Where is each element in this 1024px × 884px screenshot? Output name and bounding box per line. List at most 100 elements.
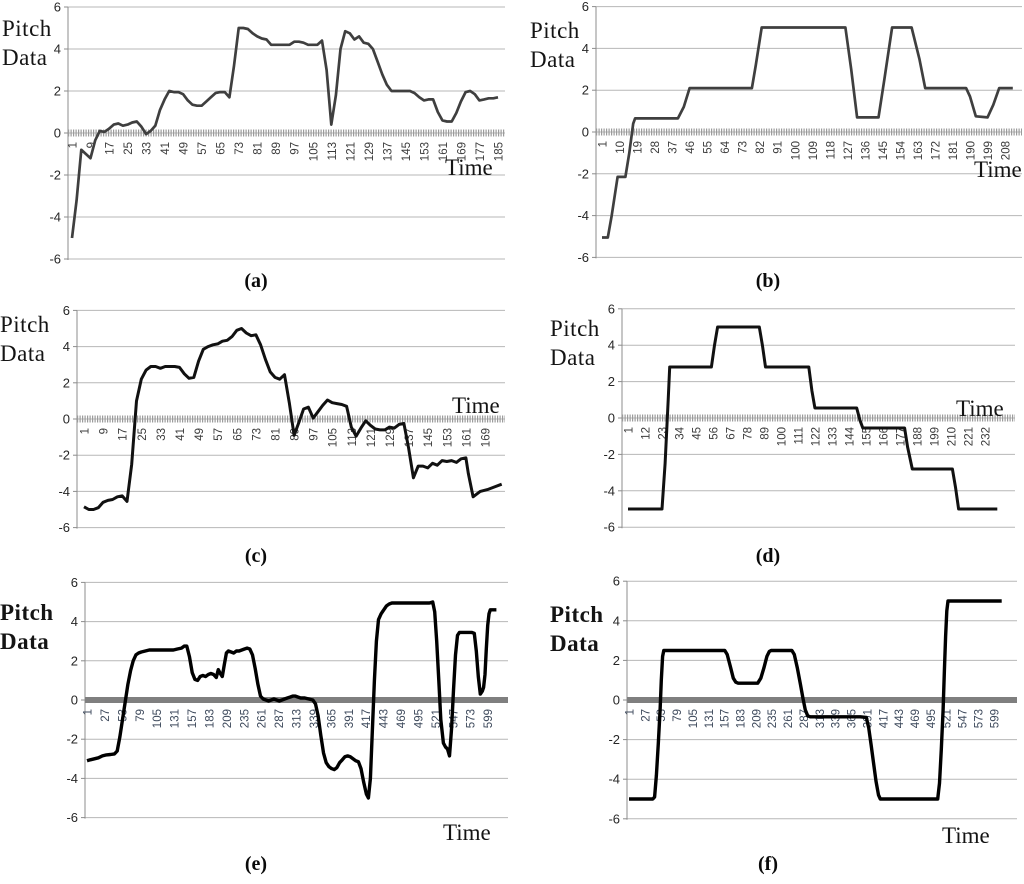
svg-text:261: 261: [257, 709, 269, 728]
svg-text:97: 97: [290, 142, 302, 155]
svg-text:1: 1: [625, 709, 637, 715]
svg-text:232: 232: [980, 427, 992, 446]
svg-text:129: 129: [364, 142, 376, 161]
svg-text:-4: -4: [608, 772, 620, 787]
x-axis-title: Time: [452, 393, 500, 418]
x-axis-title: Time: [956, 396, 1004, 421]
svg-text:365: 365: [847, 709, 859, 728]
y-axis-title: Pitch Data: [2, 14, 52, 72]
svg-text:81: 81: [270, 428, 282, 441]
svg-text:19: 19: [633, 141, 645, 154]
svg-text:188: 188: [912, 427, 924, 446]
y-axis-title-line2: Data: [550, 345, 596, 370]
svg-text:155: 155: [861, 427, 873, 446]
svg-text:183: 183: [204, 709, 216, 728]
svg-text:0: 0: [71, 693, 78, 708]
svg-text:73: 73: [251, 428, 263, 441]
svg-text:161: 161: [438, 142, 450, 161]
svg-text:4: 4: [608, 338, 615, 353]
svg-text:2: 2: [582, 83, 589, 98]
svg-text:190: 190: [965, 141, 977, 160]
svg-text:221: 221: [963, 427, 975, 446]
svg-text:365: 365: [326, 709, 338, 728]
svg-text:10: 10: [615, 141, 627, 154]
svg-text:37: 37: [668, 141, 680, 154]
svg-text:105: 105: [688, 709, 700, 728]
svg-text:121: 121: [366, 428, 378, 447]
svg-text:177: 177: [475, 142, 487, 161]
svg-text:129: 129: [385, 428, 397, 447]
svg-text:46: 46: [685, 141, 697, 154]
svg-text:57: 57: [213, 428, 225, 441]
svg-text:4: 4: [54, 42, 61, 57]
caption-b: (b): [755, 270, 781, 292]
svg-text:65: 65: [216, 142, 228, 155]
svg-text:-6: -6: [577, 250, 589, 265]
svg-text:113: 113: [327, 142, 339, 160]
svg-text:199: 199: [929, 427, 941, 446]
y-axis-title-line2: Data: [530, 47, 576, 72]
svg-text:157: 157: [720, 709, 732, 728]
svg-text:6: 6: [54, 0, 61, 15]
svg-text:4: 4: [613, 613, 620, 628]
svg-text:391: 391: [862, 709, 874, 728]
svg-text:417: 417: [878, 709, 890, 728]
svg-text:100: 100: [790, 141, 802, 160]
svg-text:9: 9: [99, 428, 111, 434]
svg-text:-2: -2: [49, 168, 61, 183]
svg-text:27: 27: [640, 709, 652, 722]
svg-text:67: 67: [725, 427, 737, 440]
svg-text:89: 89: [759, 427, 771, 440]
svg-text:208: 208: [1001, 141, 1013, 160]
y-axis-title-line1: Pitch: [530, 18, 580, 43]
svg-text:6: 6: [63, 303, 70, 318]
svg-text:1: 1: [598, 141, 610, 147]
svg-text:154: 154: [895, 140, 907, 160]
svg-text:17: 17: [118, 428, 130, 441]
svg-text:6: 6: [71, 575, 78, 590]
svg-text:109: 109: [808, 141, 820, 160]
caption-c: (c): [244, 545, 268, 567]
svg-text:6: 6: [613, 574, 620, 589]
plot-area-a: 6 4 2 0 -2 -4 -6 1 9 17 25 33 41 49 57 65 73 81 89 97 105 113…: [49, 0, 505, 267]
svg-text:-4: -4: [577, 208, 589, 223]
caption-d: (d): [755, 545, 781, 567]
svg-text:599: 599: [483, 709, 495, 728]
svg-text:209: 209: [222, 709, 234, 728]
svg-text:443: 443: [894, 709, 906, 728]
svg-text:199: 199: [983, 141, 995, 160]
svg-text:41: 41: [175, 428, 187, 441]
svg-text:49: 49: [179, 142, 191, 155]
svg-text:1: 1: [80, 428, 92, 434]
chart-panel-d: 6 4 2 0 -2 -4 -6 1 12 23 34 45 56 67 78 89 100 111 122 133 1…: [512, 300, 1024, 570]
svg-text:65: 65: [232, 428, 244, 441]
svg-text:391: 391: [344, 709, 356, 728]
y-axis-title: Pitch Data: [0, 598, 54, 656]
svg-text:-6: -6: [603, 520, 615, 535]
svg-text:181: 181: [948, 141, 960, 160]
svg-text:2: 2: [71, 653, 78, 668]
svg-text:79: 79: [135, 709, 147, 722]
svg-text:2: 2: [608, 374, 615, 389]
svg-text:573: 573: [973, 709, 985, 728]
svg-text:136: 136: [860, 141, 872, 160]
svg-text:-6: -6: [58, 520, 70, 535]
y-axis-title-line1: Pitch: [0, 600, 54, 625]
svg-text:-6: -6: [608, 811, 620, 826]
svg-text:25: 25: [123, 142, 135, 155]
svg-text:145: 145: [401, 142, 413, 161]
svg-text:0: 0: [613, 693, 620, 708]
svg-text:28: 28: [650, 141, 662, 154]
svg-text:0: 0: [63, 412, 70, 427]
svg-text:145: 145: [878, 141, 890, 160]
svg-text:2: 2: [54, 84, 61, 99]
svg-text:417: 417: [361, 709, 373, 728]
svg-text:41: 41: [160, 142, 172, 155]
svg-text:111: 111: [793, 427, 805, 444]
svg-text:78: 78: [742, 427, 754, 440]
svg-text:313: 313: [815, 709, 827, 728]
svg-text:153: 153: [442, 428, 454, 447]
